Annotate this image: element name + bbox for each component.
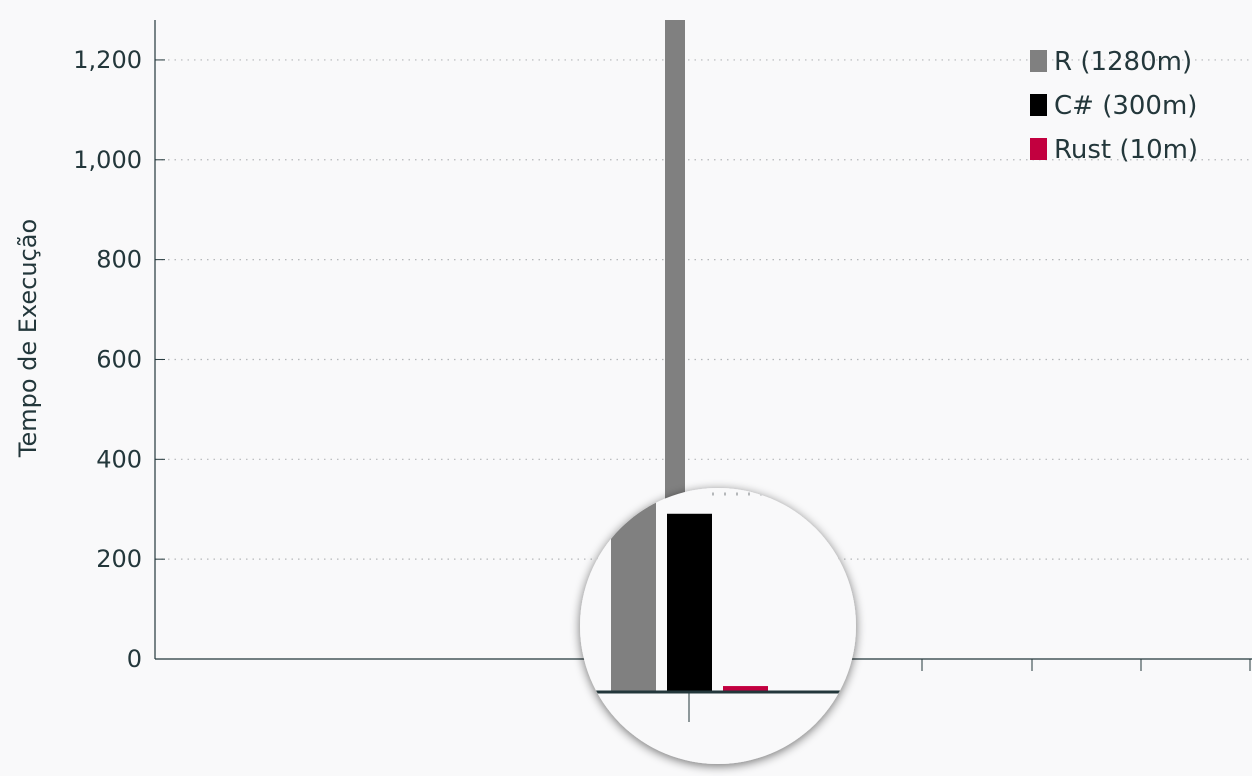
legend-swatch (1030, 50, 1047, 72)
inset-bar-2 (723, 686, 768, 692)
magnifier-inset (580, 488, 856, 764)
y-tick-label: 800 (96, 246, 142, 274)
legend-swatch (1030, 138, 1047, 160)
y-tick-label: 200 (96, 545, 142, 573)
inset-bar-1 (667, 513, 712, 692)
y-tick-label: 1,200 (73, 46, 142, 74)
y-tick-labels: 0 200 400 600 800 1,000 1,200 (73, 46, 142, 673)
legend-label: R (1280m) (1054, 47, 1192, 77)
inset-bar-0 (611, 488, 656, 692)
legend: R (1280m) C# (300m) Rust (10m) (1030, 47, 1198, 165)
y-tick-label: 600 (96, 345, 142, 373)
legend-label: Rust (10m) (1054, 135, 1198, 165)
y-tick-label: 400 (96, 445, 142, 473)
legend-label: C# (300m) (1054, 91, 1197, 121)
y-axis-label: Tempo de Execução (14, 219, 42, 458)
y-tick-label: 0 (127, 645, 142, 673)
legend-swatch (1030, 94, 1047, 116)
grid-lines (155, 59, 1252, 560)
y-tick-label: 1,000 (73, 146, 142, 174)
